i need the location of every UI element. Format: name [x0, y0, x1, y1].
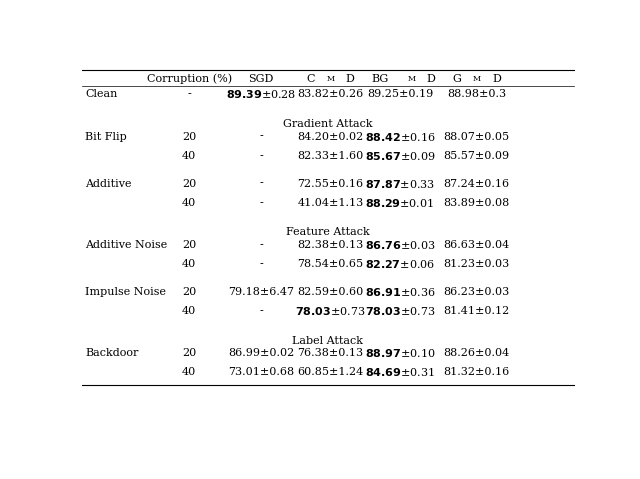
Text: $\mathbf{87.87}$±0.33: $\mathbf{87.87}$±0.33: [365, 178, 435, 190]
Text: 81.23±0.03: 81.23±0.03: [444, 259, 510, 269]
Text: Bit Flip: Bit Flip: [85, 132, 127, 142]
Text: 40: 40: [182, 151, 196, 161]
Text: M: M: [473, 75, 481, 82]
Text: Backdoor: Backdoor: [85, 348, 138, 358]
Text: Additive Noise: Additive Noise: [85, 240, 167, 250]
Text: 20: 20: [182, 240, 196, 250]
Text: 20: 20: [182, 179, 196, 189]
Text: -: -: [259, 306, 263, 316]
Text: 40: 40: [182, 259, 196, 269]
Text: D: D: [427, 73, 436, 83]
Text: 86.23±0.03: 86.23±0.03: [444, 287, 510, 297]
Text: Clean: Clean: [85, 90, 117, 99]
Text: D: D: [492, 73, 501, 83]
Text: 79.18±6.47: 79.18±6.47: [228, 287, 294, 297]
Text: SGD: SGD: [248, 73, 274, 83]
Text: Additive: Additive: [85, 179, 131, 189]
Text: 84.20±0.02: 84.20±0.02: [298, 132, 364, 142]
Text: 20: 20: [182, 287, 196, 297]
Text: -: -: [259, 259, 263, 269]
Text: -: -: [259, 151, 263, 161]
Text: $\mathbf{86.76}$±0.03: $\mathbf{86.76}$±0.03: [365, 239, 435, 251]
Text: 20: 20: [182, 348, 196, 358]
Text: $\mathbf{88.29}$±0.01: $\mathbf{88.29}$±0.01: [365, 197, 435, 209]
Text: 82.38±0.13: 82.38±0.13: [298, 240, 364, 250]
Text: 60.85±1.24: 60.85±1.24: [298, 367, 364, 377]
Text: 89.25±0.19: 89.25±0.19: [367, 90, 433, 99]
Text: 72.55±0.16: 72.55±0.16: [298, 179, 364, 189]
Text: 40: 40: [182, 306, 196, 316]
Text: 20: 20: [182, 132, 196, 142]
Text: Gradient Attack: Gradient Attack: [283, 119, 373, 129]
Text: $\mathbf{82.27}$±0.06: $\mathbf{82.27}$±0.06: [365, 258, 435, 270]
Text: 86.63±0.04: 86.63±0.04: [444, 240, 510, 250]
Text: -: -: [259, 198, 263, 208]
Text: $\mathbf{78.03}$±0.73: $\mathbf{78.03}$±0.73: [295, 305, 365, 317]
Text: 81.32±0.16: 81.32±0.16: [444, 367, 510, 377]
Text: $\mathbf{85.67}$±0.09: $\mathbf{85.67}$±0.09: [365, 150, 435, 162]
Text: 85.57±0.09: 85.57±0.09: [444, 151, 510, 161]
Text: C: C: [307, 73, 315, 83]
Text: 40: 40: [182, 198, 196, 208]
Text: 87.24±0.16: 87.24±0.16: [444, 179, 510, 189]
Text: $\mathbf{84.69}$±0.31: $\mathbf{84.69}$±0.31: [365, 366, 435, 378]
Text: $\mathbf{88.97}$±0.10: $\mathbf{88.97}$±0.10: [365, 347, 435, 359]
Text: BG: BG: [371, 73, 388, 83]
Text: M: M: [326, 75, 335, 82]
Text: M: M: [408, 75, 415, 82]
Text: 82.59±0.60: 82.59±0.60: [298, 287, 364, 297]
Text: G: G: [452, 73, 461, 83]
Text: 83.89±0.08: 83.89±0.08: [444, 198, 510, 208]
Text: -: -: [259, 179, 263, 189]
Text: 88.07±0.05: 88.07±0.05: [444, 132, 510, 142]
Text: Label Attack: Label Attack: [292, 336, 364, 346]
Text: 83.82±0.26: 83.82±0.26: [298, 90, 364, 99]
Text: -: -: [259, 132, 263, 142]
Text: $\mathbf{78.03}$±0.73: $\mathbf{78.03}$±0.73: [365, 305, 435, 317]
Text: -: -: [259, 240, 263, 250]
Text: 86.99±0.02: 86.99±0.02: [228, 348, 294, 358]
Text: 76.38±0.13: 76.38±0.13: [298, 348, 364, 358]
Text: Impulse Noise: Impulse Noise: [85, 287, 166, 297]
Text: 73.01±0.68: 73.01±0.68: [228, 367, 294, 377]
Text: Feature Attack: Feature Attack: [286, 228, 370, 238]
Text: 40: 40: [182, 367, 196, 377]
Text: 82.33±1.60: 82.33±1.60: [298, 151, 364, 161]
Text: $\mathbf{89.39}$±0.28: $\mathbf{89.39}$±0.28: [226, 88, 296, 101]
Text: $\mathbf{88.42}$±0.16: $\mathbf{88.42}$±0.16: [365, 131, 435, 143]
Text: 78.54±0.65: 78.54±0.65: [298, 259, 364, 269]
Text: $\mathbf{86.91}$±0.36: $\mathbf{86.91}$±0.36: [365, 286, 435, 298]
Text: -: -: [188, 90, 191, 99]
Text: 41.04±1.13: 41.04±1.13: [298, 198, 364, 208]
Text: 88.98±0.3: 88.98±0.3: [447, 90, 506, 99]
Text: Corruption (%): Corruption (%): [147, 73, 232, 84]
Text: 88.26±0.04: 88.26±0.04: [444, 348, 510, 358]
Text: D: D: [346, 73, 355, 83]
Text: 81.41±0.12: 81.41±0.12: [444, 306, 510, 316]
